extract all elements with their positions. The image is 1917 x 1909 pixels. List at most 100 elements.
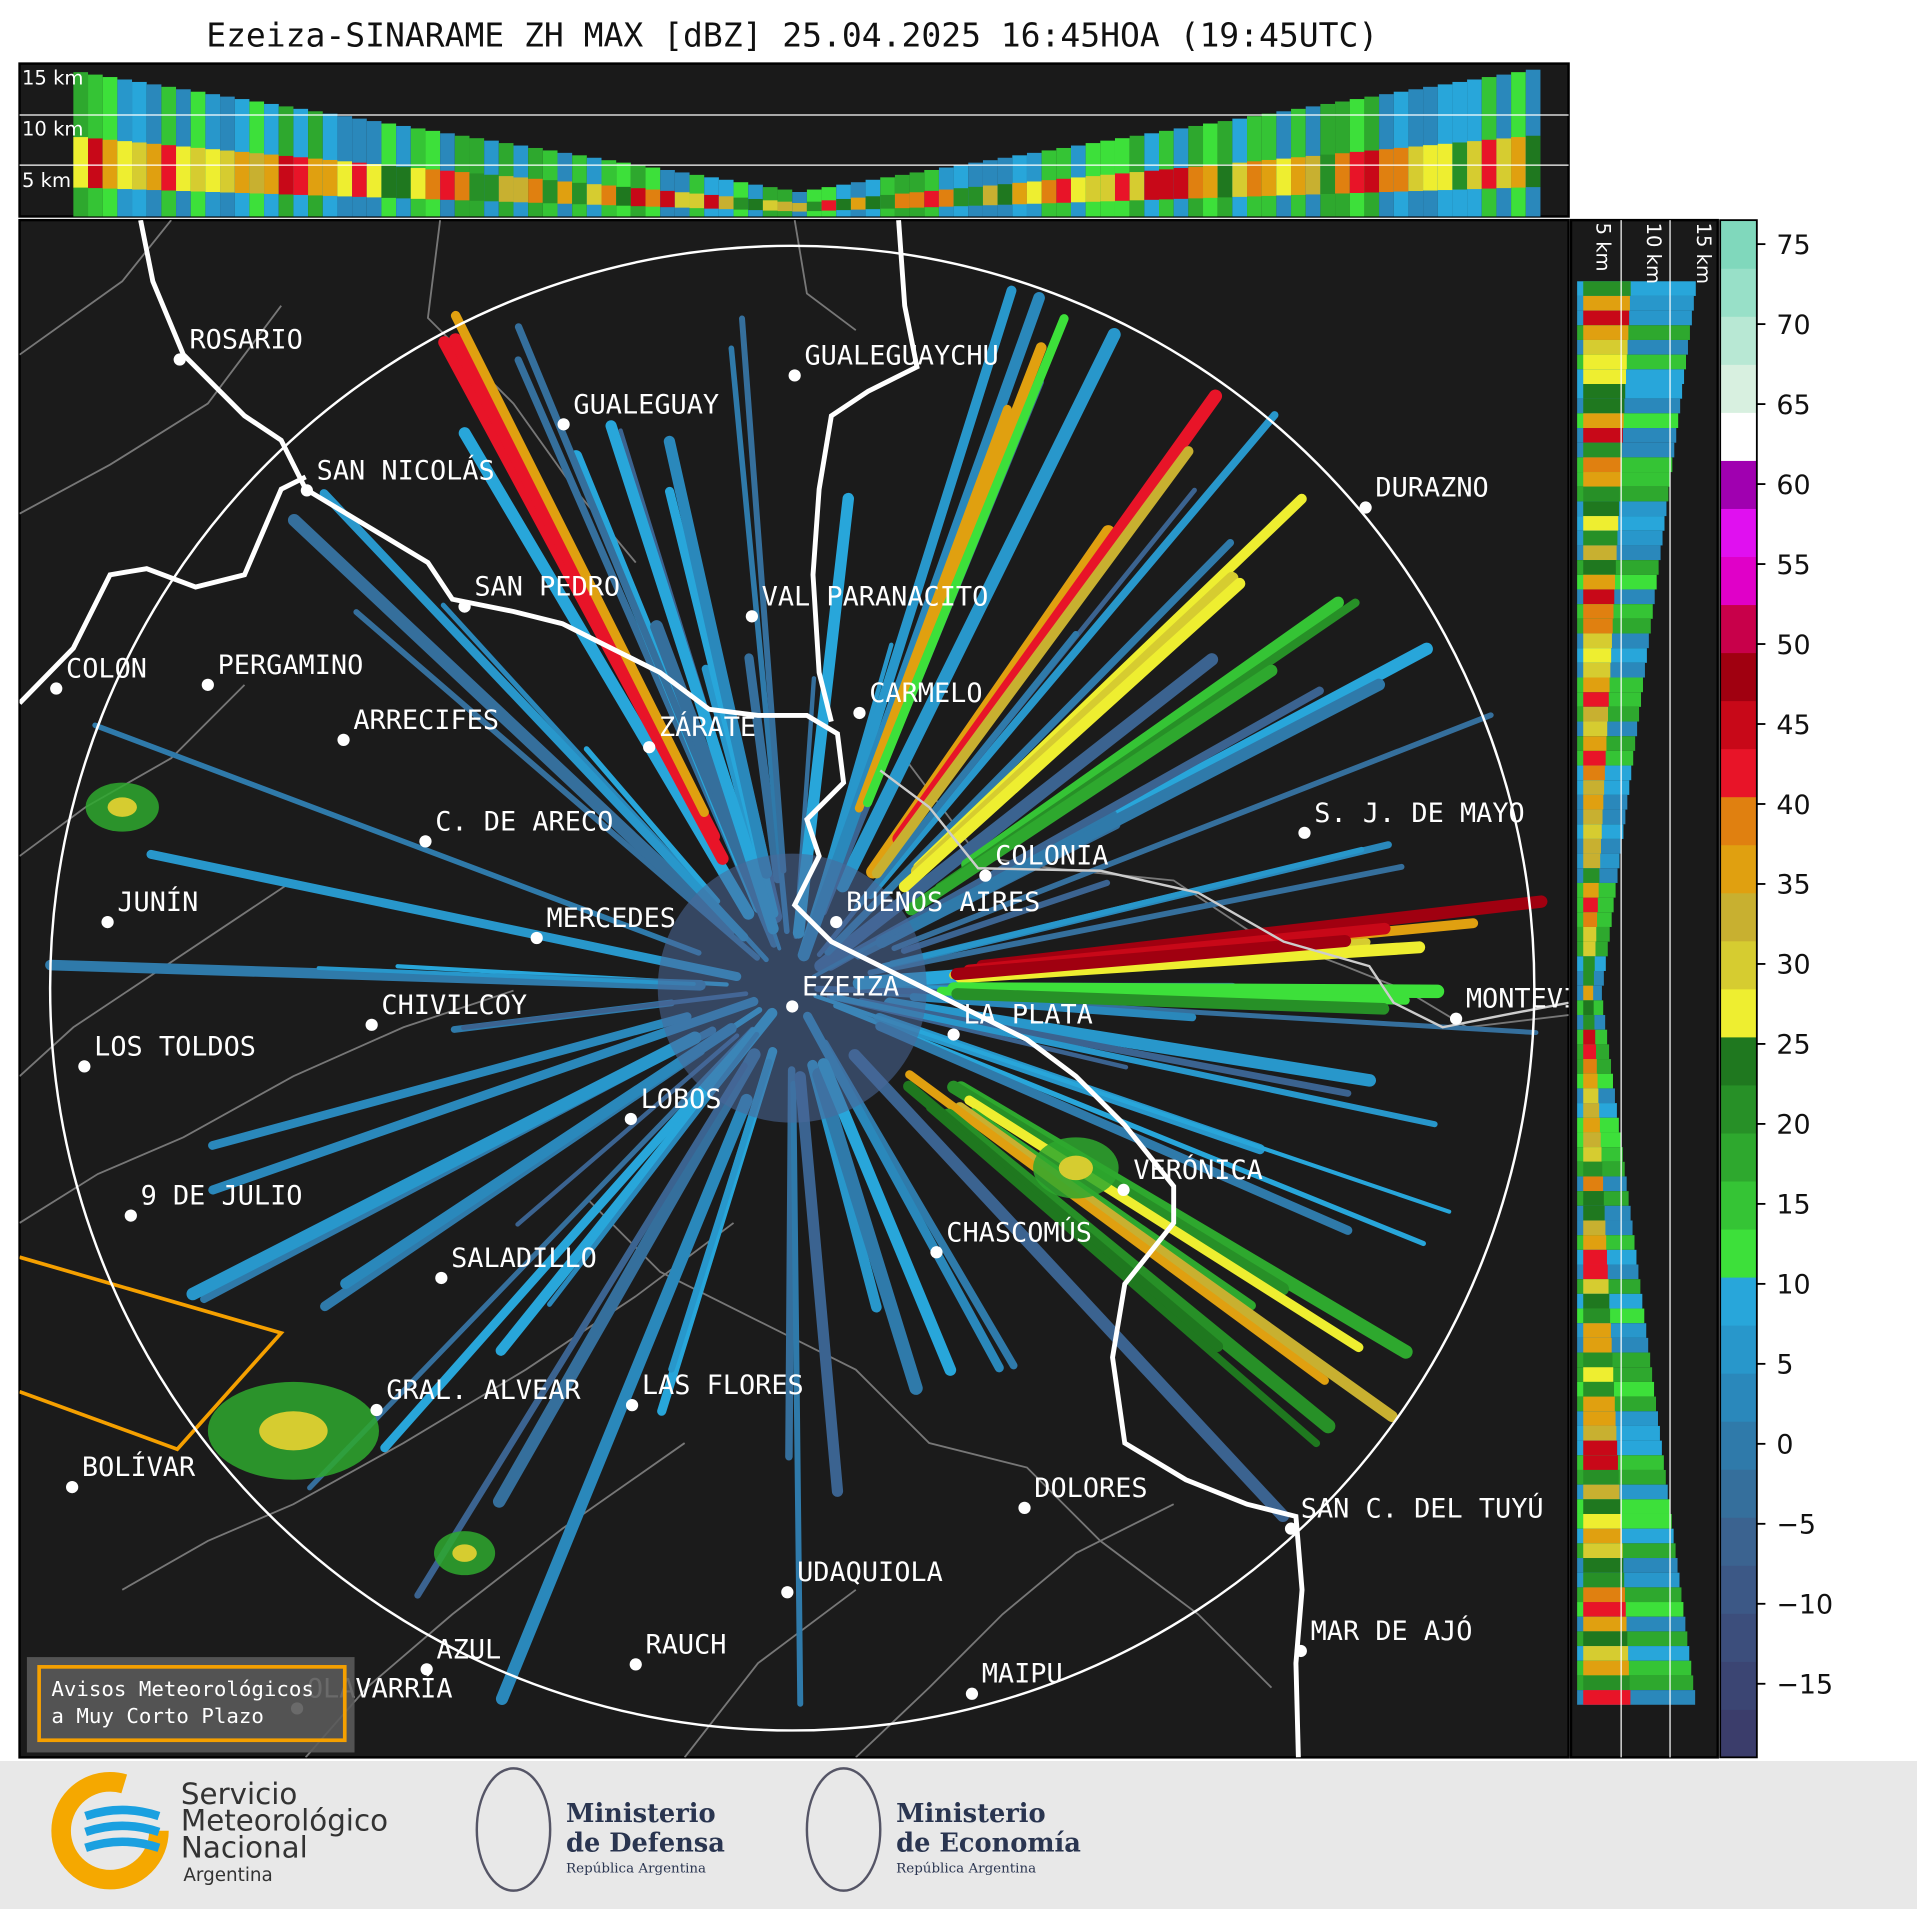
profile-row (1583, 1411, 1616, 1426)
profile-column (469, 173, 485, 201)
city-label: CHASCOMÚS (946, 1216, 1092, 1248)
profile-row (1583, 985, 1594, 1001)
colorbar-tick-label: −10 (1776, 1590, 1833, 1621)
profile-column (1335, 153, 1350, 194)
warning-box[interactable] (37, 1665, 347, 1743)
profile-column (601, 185, 617, 206)
profile-column (865, 196, 881, 210)
colorbar-segment (1720, 508, 1757, 558)
profile-column (1085, 176, 1101, 202)
echo-ray (926, 1103, 1321, 1448)
echo-ray (867, 863, 1405, 976)
profile-row (1583, 384, 1626, 399)
colorbar-tick-label: 70 (1776, 310, 1810, 341)
profile-row (1583, 589, 1615, 605)
city-label: DOLORES (1034, 1473, 1147, 1504)
profile-column (557, 181, 573, 204)
logo-text: Ministerio (566, 1799, 716, 1829)
city-label: SAN NICOLÁS (317, 454, 495, 486)
city-label: MAR DE AJÓ (1311, 1615, 1473, 1647)
profile-column (1026, 181, 1042, 204)
colorbar-tick-label: 0 (1776, 1430, 1793, 1461)
profile-row (1583, 1279, 1609, 1294)
echo-ray (813, 994, 1452, 1214)
profile-column (1320, 154, 1336, 194)
profile-row (1583, 912, 1598, 927)
city-dot (201, 678, 214, 691)
colorbar-tick-label: 30 (1776, 950, 1810, 981)
profile-row (1583, 1088, 1599, 1104)
echo-ray (728, 345, 790, 934)
city-label: BOLÍVAR (82, 1451, 196, 1483)
profile-row (1583, 868, 1600, 883)
city-label: MAIPU (982, 1659, 1063, 1690)
profile-row (1583, 486, 1620, 502)
colorbar-segment (1720, 220, 1757, 269)
profile-row (1583, 824, 1602, 839)
echo-ray (905, 1070, 1329, 1385)
echo-ray (951, 988, 1390, 1015)
colorbar-tick-label: 60 (1776, 470, 1810, 501)
colorbar-segment (1720, 604, 1757, 654)
profile-row (1583, 1029, 1596, 1045)
profile-row (1583, 413, 1624, 429)
profile-row (1583, 604, 1614, 619)
profile-column (366, 163, 382, 198)
height-label: 5 km (22, 169, 71, 192)
profile-row (1583, 662, 1611, 678)
river-path (810, 220, 920, 723)
coast-path (138, 220, 1305, 1758)
profile-column (1423, 145, 1438, 191)
colorbar-segment (1720, 268, 1757, 317)
profile-row (1583, 1117, 1600, 1133)
profile-row (1583, 1059, 1597, 1074)
city-dot (979, 869, 992, 882)
profile-column (953, 188, 969, 207)
river-path (19, 474, 307, 705)
profile-row (1583, 354, 1627, 370)
profile-column (1364, 150, 1380, 193)
profile-column (234, 151, 250, 193)
profile-column (586, 184, 602, 205)
city-label: DURAZNO (1375, 473, 1488, 504)
city-label: LAS FLORES (642, 1370, 804, 1401)
profile-column (630, 188, 646, 207)
profile-column (850, 197, 866, 210)
city-dot (624, 1112, 637, 1126)
profile-row (1583, 457, 1622, 473)
profile-column (1452, 142, 1468, 190)
profile-column (733, 197, 749, 210)
colorbar-tick-label: 55 (1776, 550, 1810, 581)
city-label: AZUL (436, 1634, 501, 1665)
profile-column (1525, 135, 1541, 188)
city-label: PERGAMINO (218, 650, 364, 681)
echo-ray (853, 631, 1080, 911)
profile-row (1583, 809, 1603, 825)
profile-row (1583, 956, 1595, 972)
profile-row (1583, 530, 1618, 546)
colorbar-tick-label: −5 (1776, 1510, 1816, 1541)
city-dot (173, 353, 186, 366)
echo-ray (739, 315, 787, 874)
city-dot (1449, 1012, 1463, 1025)
city-dot (557, 418, 570, 431)
colorbar-tick-label: 35 (1776, 870, 1810, 901)
map-layers: ROSARIO GUALEGUAYCHU GUALEGUAY SAN NICOLÁS D… (19, 220, 1569, 1758)
uruguay-coast (879, 769, 1569, 1029)
echo-ray (909, 993, 1197, 1022)
profile-row (1583, 1646, 1629, 1661)
profile-column (1203, 165, 1218, 198)
profile-column (777, 201, 793, 212)
colorbar-tick-label: 10 (1776, 1270, 1810, 1301)
city-dot (420, 1663, 433, 1676)
coat-of-arms (475, 1767, 552, 1892)
title: Ezeiza-SINARAME ZH MAX [dBZ] 25.04.2025 … (206, 15, 1378, 54)
colorbar-segment (1720, 652, 1757, 702)
profile-column (308, 158, 323, 196)
profile-row (1583, 398, 1625, 414)
profile-column (645, 189, 661, 207)
city-label: LOS TOLDOS (94, 1031, 256, 1062)
profile-column (498, 176, 514, 202)
profile-row (1583, 369, 1627, 385)
